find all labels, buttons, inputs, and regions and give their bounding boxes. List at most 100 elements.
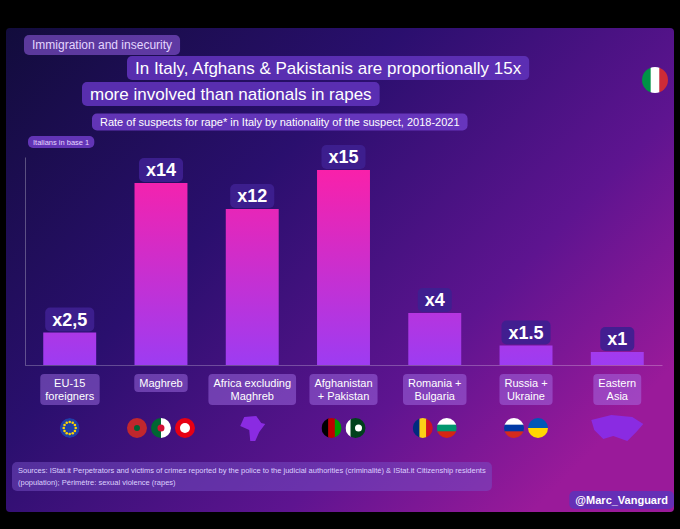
circle-part: [60, 418, 80, 438]
data-label-pill: [600, 327, 634, 351]
data-label-group: x12: [230, 184, 274, 208]
data-labels: x2,5x14x12x15x4x1.5x1: [45, 145, 634, 351]
x-tick-label-line: Eastern: [598, 377, 636, 389]
data-label-pill: [418, 288, 452, 312]
rect-part: [504, 425, 524, 432]
annotation: Italians in base 1: [33, 138, 89, 147]
x-tick-label: EU-15foreigners: [45, 377, 94, 402]
x-tick: Afghanistan+ Pakistan: [309, 365, 377, 405]
x-tick: Romania +Bulgaria: [403, 365, 467, 405]
rect-part: [504, 418, 524, 425]
x-tick-label-line: + Pakistan: [318, 390, 370, 402]
x-tick-label-pill: [40, 374, 99, 405]
x-tick-label: Russia +Ukraine: [504, 377, 547, 402]
chart-root: Immigration and insecurity In Italy, Afgh…: [0, 0, 680, 529]
data-label: x2,5: [52, 310, 87, 330]
chart-svg: Immigration and insecurity In Italy, Afgh…: [0, 0, 680, 529]
x-tick-label-line: Maghreb: [139, 377, 182, 389]
outer-background: [0, 0, 680, 529]
header: Immigration and insecurity: [32, 38, 172, 52]
x-axis: EU-15foreigners Maghreb Africa excludingMa…: [26, 365, 663, 405]
source-line: (population); Périmètre: sexual violence…: [18, 478, 176, 487]
data-label: x1.5: [508, 323, 543, 343]
data-label-pill: [321, 145, 365, 169]
subtitle: Rate of suspects for rape* in Italy by n…: [100, 116, 460, 128]
x-tick-label-pill: [403, 374, 467, 405]
x-tick: EU-15foreigners: [40, 365, 99, 405]
circle-part: [62, 427, 65, 430]
x-tick-label: Africa excludingMaghreb: [213, 377, 291, 402]
flag-icon: [175, 418, 195, 439]
x-tick-label-line: Asia: [607, 390, 629, 402]
x-tick-label-line: Russia +: [504, 377, 547, 389]
circle-part: [74, 424, 77, 427]
rect-part: [426, 418, 433, 438]
data-label: x15: [328, 147, 358, 167]
africa-icon: [240, 416, 265, 441]
data-label-group: x14: [139, 158, 183, 182]
flag-icon: [528, 418, 548, 439]
circle-part: [71, 422, 74, 425]
rect-part: [528, 418, 548, 429]
category-icons: [60, 415, 644, 441]
x-tick-label: EasternAsia: [598, 377, 636, 402]
flag-icon: [642, 67, 669, 93]
header-area: Immigration and insecurity In Italy, Afgh…: [24, 35, 669, 148]
header-pill: [24, 35, 180, 55]
asia-icon: [591, 415, 643, 441]
credit-pill: [569, 491, 674, 509]
x-tick-label-pill: [309, 374, 377, 405]
rect-part: [335, 418, 342, 438]
circle-part: [74, 427, 77, 430]
title-group: In Italy, Afghans & Pakistanis are propo…: [127, 56, 529, 80]
flag-icon: [127, 418, 147, 439]
x-tick-label-pill: [208, 374, 296, 405]
bar: [226, 209, 279, 365]
rect-part: [651, 67, 660, 93]
source-line: Sources: IStat.it Perpetrators and victi…: [18, 466, 486, 475]
annotation-group: Italians in base 1: [28, 136, 94, 148]
source: Sources: IStat.it Perpetrators and victi…: [12, 462, 492, 491]
bar: [591, 352, 644, 365]
title: more involved than nationals in rapes: [90, 85, 372, 104]
flag-icon: [60, 418, 80, 438]
rect-part: [127, 418, 147, 439]
rect-part: [175, 418, 195, 439]
data-label-group: x4: [418, 288, 452, 312]
x-tick-label-pill: [593, 374, 641, 405]
title-group: more involved than nationals in rapes: [82, 82, 380, 106]
flag-icon: [504, 418, 524, 439]
rect-part: [419, 418, 426, 438]
circle-part: [157, 425, 164, 432]
rect-part: [504, 431, 524, 438]
circle-part: [74, 430, 77, 433]
circle-part: [180, 423, 190, 433]
bar: [43, 333, 96, 366]
rect-part: [642, 67, 651, 93]
flag-icon: [437, 418, 457, 439]
rect-part: [659, 67, 668, 93]
rect-part: [437, 425, 457, 432]
circle-part: [68, 433, 71, 436]
x-axis-line: [26, 365, 663, 366]
data-label-group: x1.5: [501, 321, 550, 345]
rect-part: [346, 418, 352, 438]
bar: [408, 313, 461, 365]
annotation-pill: [28, 136, 94, 148]
x-tick-label-line: Bulgaria: [415, 390, 456, 402]
circle-part: [65, 432, 68, 435]
title-pill: [127, 56, 529, 80]
x-tick-label-pill: [499, 374, 552, 405]
circle-part: [63, 430, 66, 433]
x-tick-label-line: foreigners: [45, 390, 94, 402]
rect-part: [356, 418, 362, 438]
title: In Italy, Afghans & Pakistanis are propo…: [135, 59, 522, 78]
flag-icon: [413, 418, 434, 438]
flag-icon: [346, 418, 367, 438]
x-tick-label-line: Romania +: [408, 377, 462, 389]
flag-icon: [322, 418, 343, 438]
subtitle-group: Rate of suspects for rape* in Italy by n…: [92, 114, 468, 131]
rect-part: [437, 431, 457, 438]
flag-icon: [151, 418, 172, 438]
subtitle-pill: [92, 114, 468, 131]
